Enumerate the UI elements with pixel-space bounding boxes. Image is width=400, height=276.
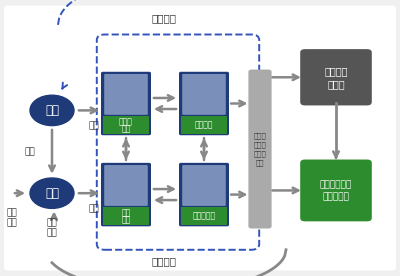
Text: 排出
放出: 排出 放出 [47, 218, 57, 237]
Circle shape [30, 178, 74, 208]
FancyBboxPatch shape [179, 72, 229, 135]
Text: 製品: 製品 [25, 147, 35, 156]
Text: 人工資源: 人工資源 [152, 13, 176, 23]
Text: 生産: 生産 [45, 187, 59, 200]
Text: 処理: 処理 [121, 215, 131, 224]
Text: 発酵: 発酵 [121, 124, 131, 133]
FancyBboxPatch shape [104, 165, 148, 206]
FancyBboxPatch shape [104, 74, 148, 115]
FancyBboxPatch shape [248, 70, 272, 229]
FancyBboxPatch shape [179, 163, 229, 226]
Text: 天然
資源: 天然 資源 [7, 208, 17, 228]
FancyBboxPatch shape [101, 163, 151, 226]
Text: 廃棄: 廃棄 [89, 121, 99, 130]
FancyBboxPatch shape [182, 165, 226, 206]
Text: エネルギー化
・再資源化: エネルギー化 ・再資源化 [320, 180, 352, 201]
Text: 廃棄: 廃棄 [89, 204, 99, 213]
FancyBboxPatch shape [300, 160, 372, 221]
FancyBboxPatch shape [181, 116, 227, 134]
Circle shape [30, 95, 74, 126]
Text: 熱化学処理: 熱化学処理 [192, 211, 216, 220]
FancyBboxPatch shape [103, 116, 149, 134]
Text: 消費: 消費 [45, 104, 59, 117]
FancyBboxPatch shape [4, 6, 396, 270]
Text: メタン: メタン [119, 117, 133, 126]
Text: 下水処理: 下水処理 [195, 120, 213, 129]
Text: 人工資源: 人工資源 [152, 256, 176, 266]
FancyBboxPatch shape [300, 49, 372, 105]
Text: 吸収・
回収・
精製・
分離: 吸収・ 回収・ 精製・ 分離 [254, 132, 266, 166]
FancyBboxPatch shape [101, 72, 151, 135]
FancyBboxPatch shape [181, 207, 227, 225]
Text: 最終処分
・保管: 最終処分 ・保管 [324, 66, 348, 89]
FancyBboxPatch shape [182, 74, 226, 115]
Text: 選別: 選別 [121, 208, 131, 217]
FancyBboxPatch shape [103, 207, 149, 225]
